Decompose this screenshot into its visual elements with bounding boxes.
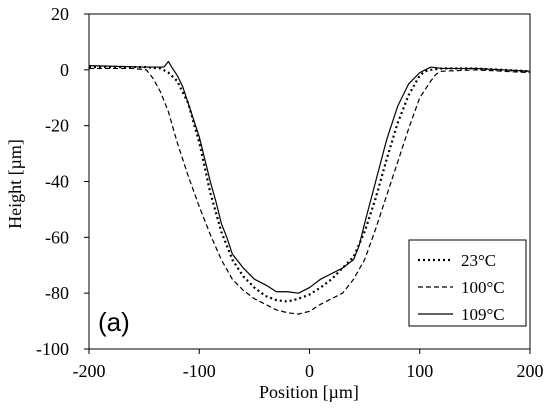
series-line-23c [89, 65, 531, 303]
legend-label-100c: 100°C [461, 278, 505, 297]
legend-label-109c: 109°C [461, 305, 505, 324]
y-tick-label: -80 [45, 283, 69, 303]
x-tick-label: 200 [517, 361, 544, 381]
x-axis-title: Position [µm] [259, 382, 359, 402]
legend: 23°C 100°C 109°C [408, 239, 527, 327]
y-tick-label: -40 [45, 172, 69, 192]
y-tick-label: 0 [60, 60, 69, 80]
y-tick-label: 20 [51, 4, 69, 24]
panel-label: (a) [98, 307, 130, 337]
x-tick-label: -200 [73, 361, 106, 381]
y-axis-title: Height [µm] [5, 139, 25, 229]
legend-label-23c: 23°C [461, 251, 496, 270]
series-line-100c [89, 67, 531, 315]
series-line-109c [88, 60, 531, 294]
x-tick-label: -100 [183, 361, 216, 381]
y-tick-label: -20 [45, 116, 69, 136]
x-tick-label: 100 [406, 361, 433, 381]
x-tick-label: 0 [305, 361, 314, 381]
legend-box [408, 239, 527, 327]
series-layer [88, 60, 531, 315]
y-tick-label: -100 [36, 339, 69, 359]
y-tick-label: -60 [45, 227, 69, 247]
